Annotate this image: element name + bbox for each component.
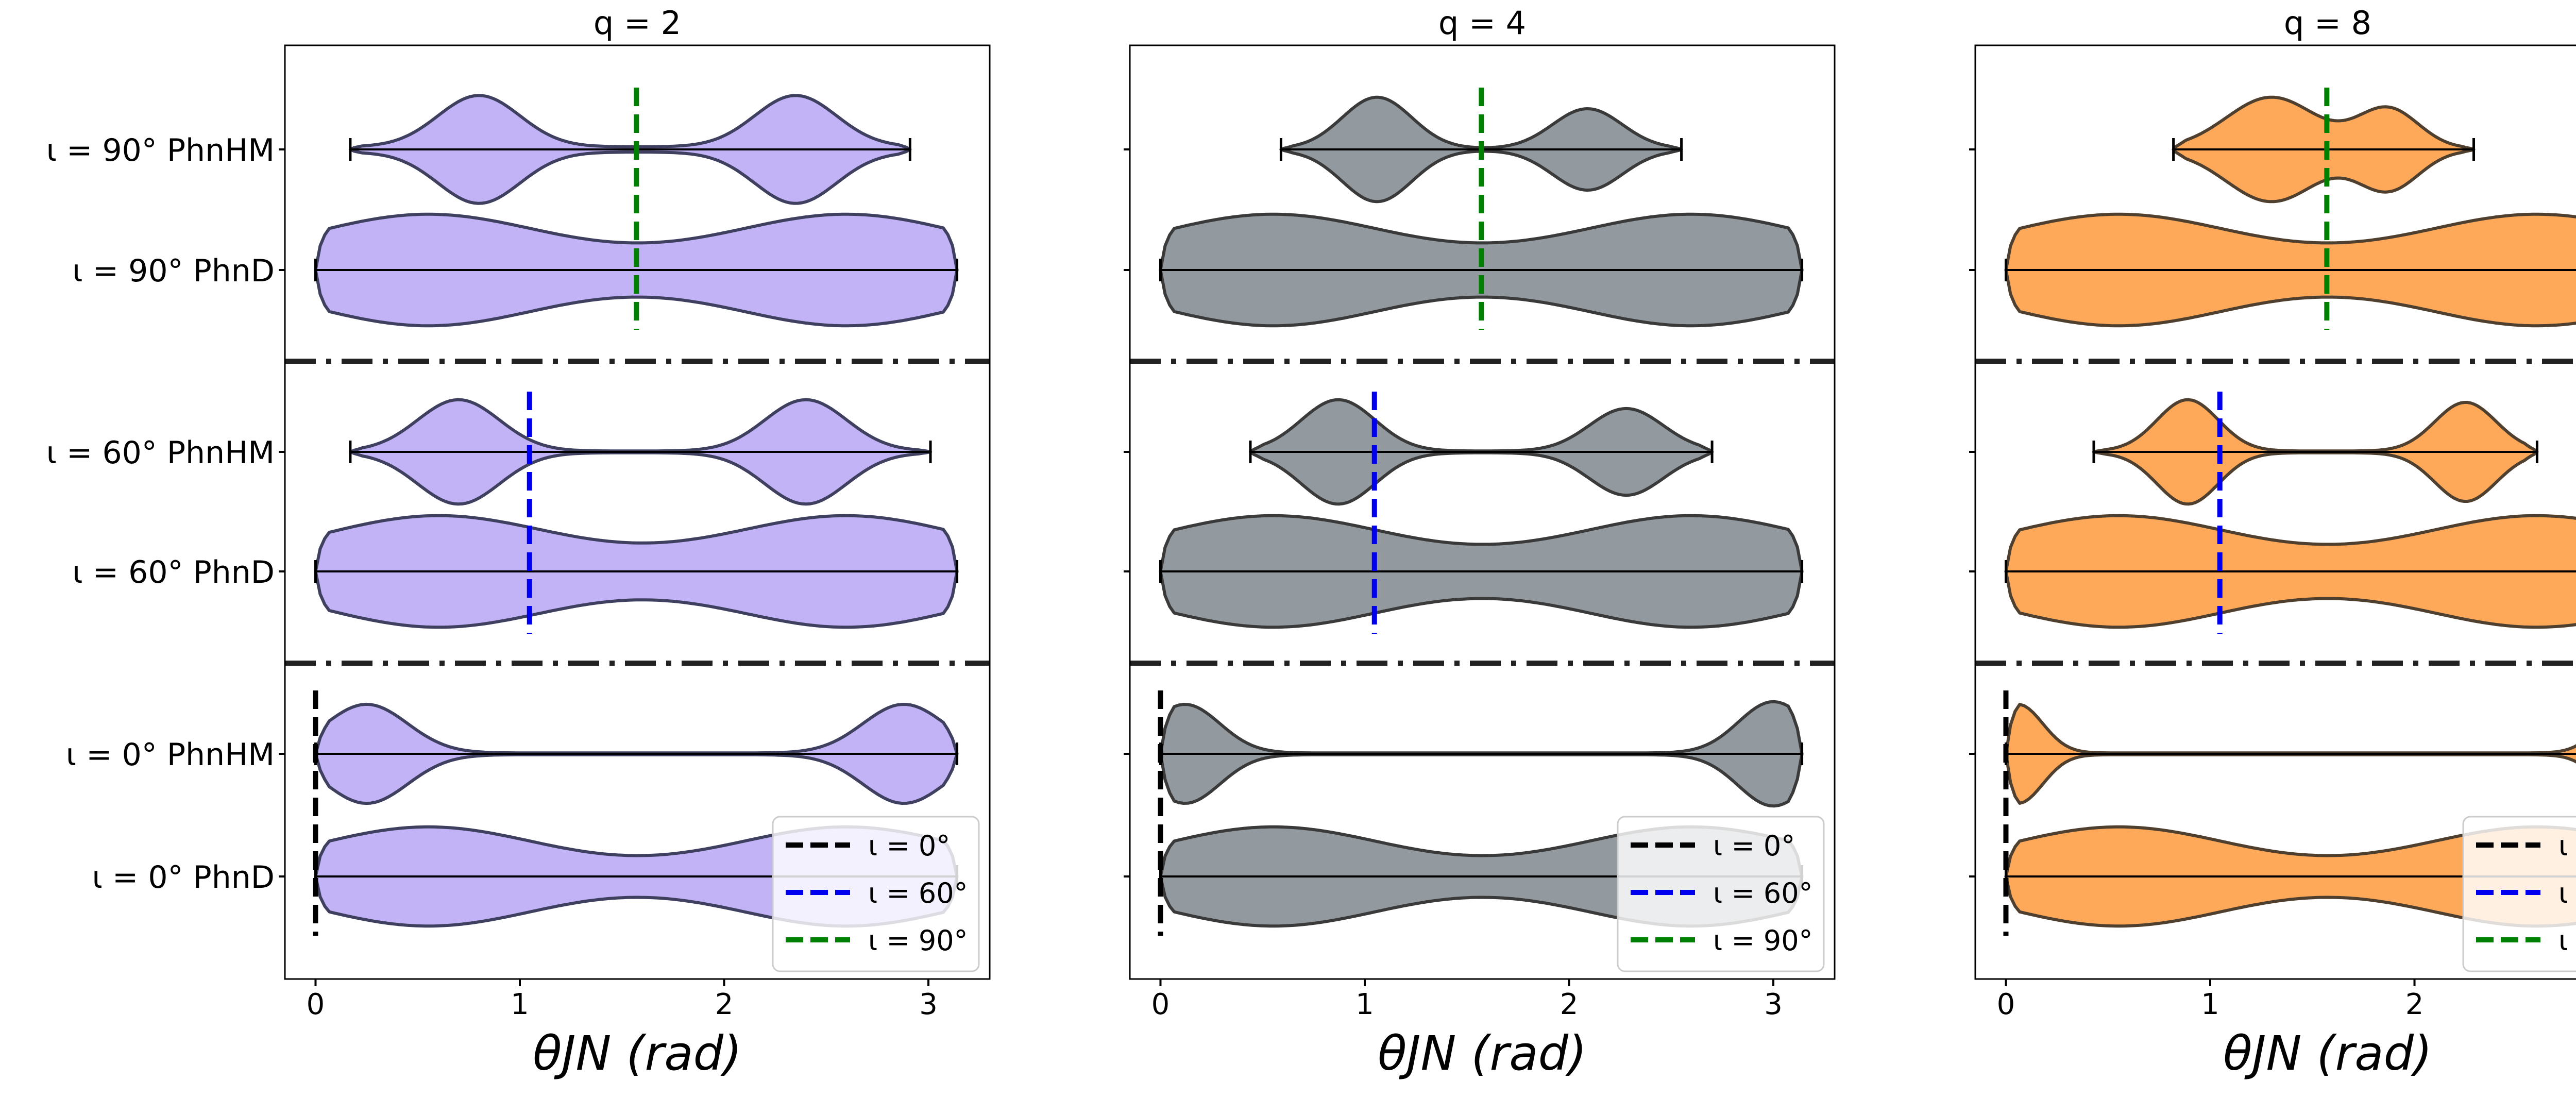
x-axis-label: θJN (rad) xyxy=(1378,1026,1587,1081)
row-label: ι = 90° PhnHM xyxy=(46,132,275,168)
x-tick-label: 1 xyxy=(511,988,529,1021)
legend: ι = 0° ι = 60° ι = 90° xyxy=(1617,816,1825,972)
x-axis-label: θJN (rad) xyxy=(533,1026,742,1081)
x-tick-label: 1 xyxy=(2201,988,2219,1021)
legend-box xyxy=(1617,816,1825,972)
legend-label: ι = 60° xyxy=(1713,877,1813,909)
x-tick-label: 0 xyxy=(307,988,325,1021)
row-label: ι = 90° PhnD xyxy=(72,253,275,289)
legend-label: ι = 90° xyxy=(2558,924,2576,957)
row-label: ι = 0° PhnD xyxy=(92,859,275,896)
legend-label: ι = 60° xyxy=(2558,877,2576,909)
panel-title: q = 2 xyxy=(594,4,681,42)
x-tick-label: 2 xyxy=(715,988,734,1021)
legend-label: ι = 90° xyxy=(868,924,968,957)
legend-label: ι = 90° xyxy=(1713,924,1813,957)
x-tick-label: 0 xyxy=(1151,988,1170,1021)
legend-label: ι = 60° xyxy=(868,877,968,909)
legend-box xyxy=(2462,816,2576,972)
axes-frame xyxy=(284,44,991,980)
x-tick-label: 2 xyxy=(2405,988,2424,1021)
panel-title: q = 4 xyxy=(1438,4,1526,42)
x-axis-label: θJN (rad) xyxy=(2223,1026,2432,1081)
row-label: ι = 60° PhnD xyxy=(72,554,275,590)
axes-frame xyxy=(1129,44,1836,980)
x-tick-label: 3 xyxy=(919,988,938,1021)
legend: ι = 0° ι = 60° ι = 90° xyxy=(772,816,980,972)
row-label: ι = 60° PhnHM xyxy=(46,435,275,471)
axes-frame xyxy=(1974,44,2576,980)
legend-label: ι = 0° xyxy=(1713,830,1795,862)
x-tick-label: 0 xyxy=(1997,988,2015,1021)
legend: ι = 0° ι = 60° ι = 90° xyxy=(2462,816,2576,972)
panel-title: q = 8 xyxy=(2284,4,2371,42)
legend-box xyxy=(772,816,980,972)
panel-3: q = 80123θJN (rad)ι = 0°ι = 60°ι = 90° xyxy=(1969,4,2576,1081)
row-label: ι = 0° PhnHM xyxy=(66,737,275,773)
x-tick-label: 3 xyxy=(1764,988,1783,1021)
legend-label: ι = 0° xyxy=(868,830,950,862)
x-tick-label: 1 xyxy=(1355,988,1374,1021)
legend-label: ι = 0° xyxy=(2558,830,2576,862)
x-tick-label: 2 xyxy=(1560,988,1579,1021)
panel-2: q = 4 0 1 2 3 θJN (rad) ι = 0° ι = 60° ι = 90° xyxy=(1124,4,1836,1081)
